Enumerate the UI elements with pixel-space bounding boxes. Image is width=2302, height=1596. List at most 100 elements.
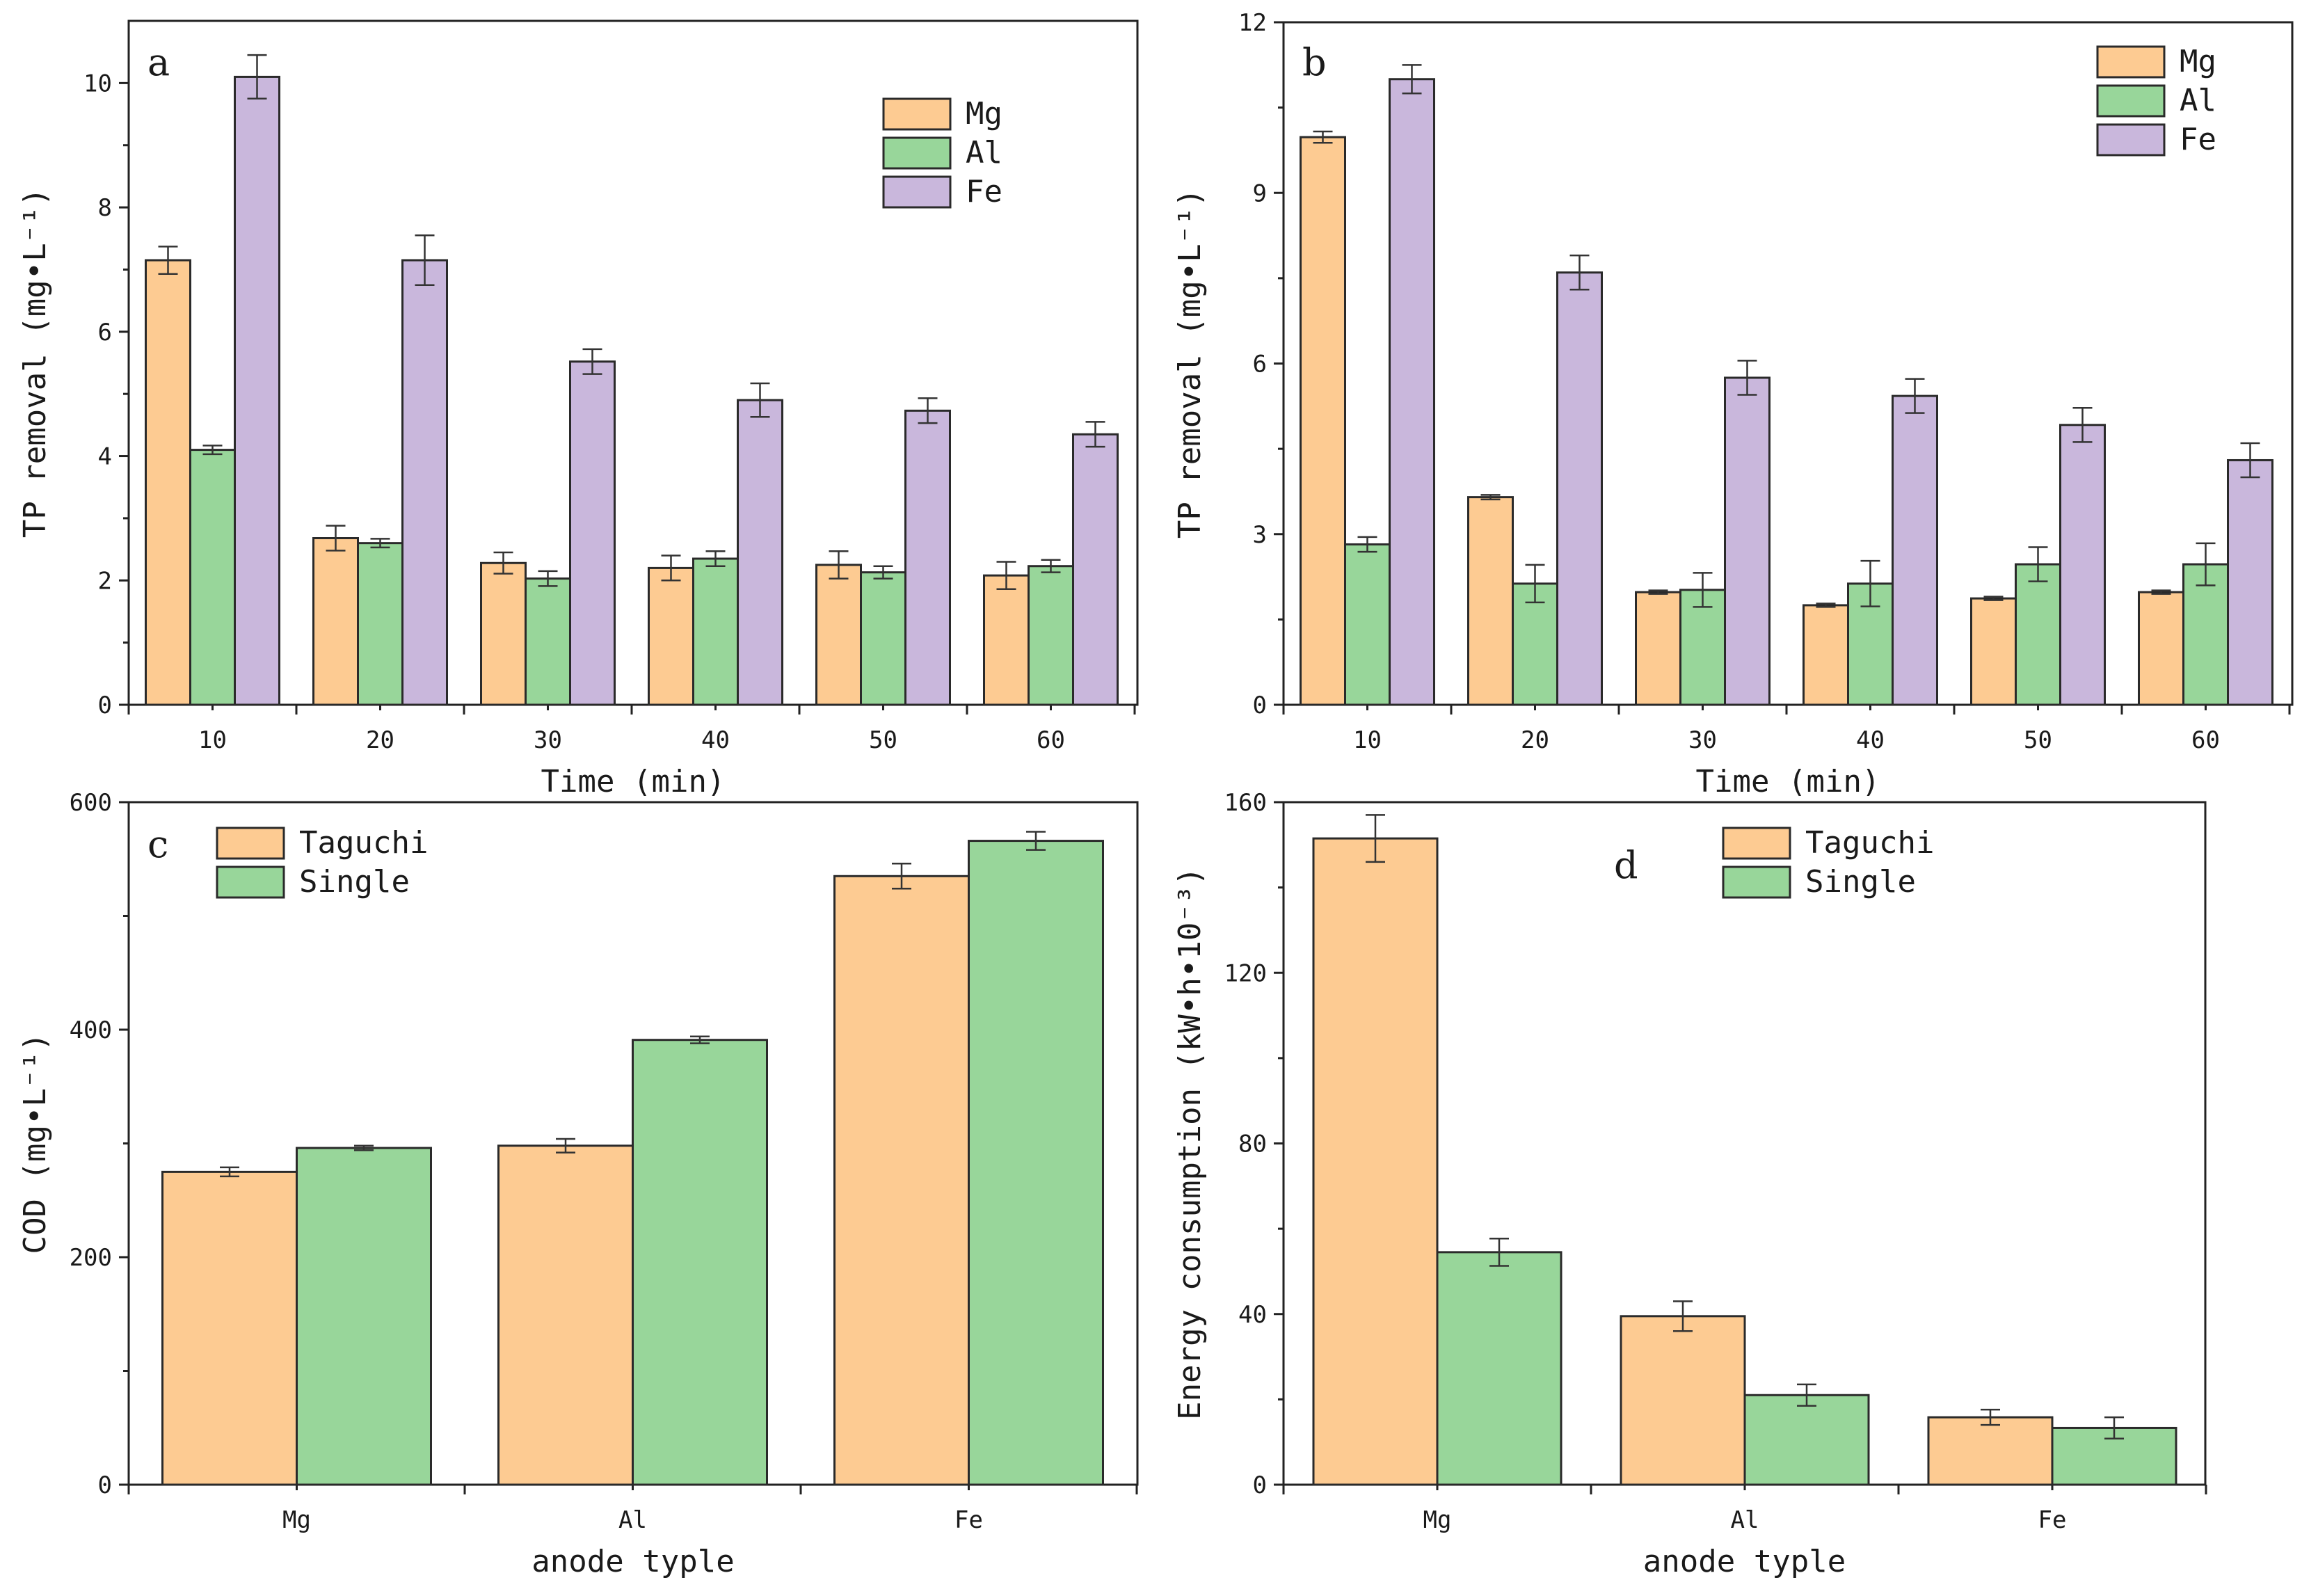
bar-al-10 <box>189 449 236 706</box>
x-tick-label: Fe <box>2038 1506 2067 1534</box>
legend-label-al: Al <box>966 135 1002 170</box>
legend-swatch-single <box>1722 865 1791 899</box>
x-tick-label: 10 <box>1353 726 1382 754</box>
legend-label-single: Single <box>1805 864 1916 900</box>
x-tick-label: 60 <box>1037 726 1065 754</box>
bar-fe-10 <box>234 75 280 706</box>
bar-fe-30 <box>1724 376 1771 706</box>
legend-swatch-al <box>2096 84 2166 118</box>
x-tick-label: 10 <box>198 726 227 754</box>
bar-single-Mg <box>1436 1251 1562 1486</box>
bar-fe-40 <box>1892 394 1938 706</box>
y-tick-label: 4 <box>98 443 112 471</box>
y-tick-label: 0 <box>1253 1471 1267 1499</box>
y-tick-label: 0 <box>98 1471 112 1499</box>
bar-taguchi-Al <box>497 1144 634 1486</box>
x-tick-label: 30 <box>534 726 562 754</box>
bar-al-60 <box>1028 565 1074 706</box>
y-tick-label: 160 <box>1224 789 1267 817</box>
y-tick-label: 10 <box>83 70 112 97</box>
chart-panel-b: 0 3 6 9 12 10 20 30 40 50 60 b Time (min) TP removal … <box>1172 9 2294 799</box>
bar-mg-10 <box>1300 136 1346 706</box>
bar-fe-30 <box>569 360 616 706</box>
bar-fe-50 <box>904 409 951 706</box>
legend-label-fe: Fe <box>966 174 1002 209</box>
legend-label-al: Al <box>2180 83 2216 118</box>
bar-single-Mg <box>296 1147 432 1486</box>
x-tick-label: 20 <box>1521 726 1549 754</box>
y-tick-label: 3 <box>1253 521 1267 549</box>
x-tick-label: Mg <box>1423 1506 1452 1534</box>
x-tick-label: Al <box>1731 1506 1759 1534</box>
bar-mg-30 <box>1635 591 1681 706</box>
x-tick-label: 20 <box>366 726 394 754</box>
legend-swatch-taguchi <box>1722 827 1791 860</box>
bar-al-60 <box>2182 563 2229 706</box>
chart-panel-c: 0 200 400 600 Mg Al Fe c anode typle COD (mg•L⁻¹)… <box>17 789 1139 1579</box>
bar-mg-40 <box>1803 604 1849 706</box>
chart-panel-a: 0 2 4 6 8 10 10 20 30 40 50 60 a Time (min) TP removal… <box>17 19 1139 799</box>
y-tick-label: 0 <box>98 692 112 719</box>
legend-swatch-mg <box>882 97 952 131</box>
bar-fe-20 <box>1556 271 1603 706</box>
legend-swatch-fe <box>882 175 952 209</box>
bar-fe-20 <box>401 259 448 706</box>
bar-taguchi-Al <box>1620 1315 1746 1486</box>
bar-al-50 <box>860 571 906 706</box>
legend-swatch-al <box>882 136 952 170</box>
plot-frame <box>127 19 1139 706</box>
bar-single-Al <box>1743 1394 1870 1486</box>
bar-mg-10 <box>145 259 191 706</box>
legend-swatch-mg <box>2096 45 2166 79</box>
y-axis-title: Energy consumption (kW•h•10⁻³) <box>1172 867 1208 1420</box>
panel-label: b <box>1302 40 1327 84</box>
bar-mg-20 <box>1467 496 1514 706</box>
panel-label: a <box>147 40 170 84</box>
bar-fe-40 <box>737 399 783 706</box>
bar-single-Al <box>632 1039 768 1486</box>
legend-label-taguchi: Taguchi <box>299 825 428 861</box>
y-tick-label: 6 <box>98 319 112 346</box>
y-tick-label: 9 <box>1253 179 1267 207</box>
y-tick-label: 0 <box>1253 692 1267 719</box>
legend: Mg Al Fe <box>2096 44 2216 157</box>
bar-mg-50 <box>815 564 862 706</box>
bar-taguchi-Mg <box>161 1170 298 1486</box>
y-tick-label: 12 <box>1238 9 1267 37</box>
y-tick-label: 8 <box>98 194 112 222</box>
y-tick-label: 80 <box>1238 1131 1267 1158</box>
y-tick-label: 40 <box>1238 1301 1267 1329</box>
bar-fe-60 <box>1072 433 1119 706</box>
x-tick-label: 30 <box>1688 726 1717 754</box>
bar-al-10 <box>1344 543 1391 706</box>
x-tick-label: Al <box>618 1506 647 1534</box>
x-axis-title: anode typle <box>531 1544 734 1579</box>
bar-mg-30 <box>480 561 527 706</box>
bar-mg-40 <box>648 566 694 706</box>
bar-al-30 <box>1679 589 1726 706</box>
x-axis-title: Time (min) <box>541 764 726 799</box>
bar-fe-50 <box>2059 424 2106 706</box>
legend-label-mg: Mg <box>966 96 1002 131</box>
legend-label-mg: Mg <box>2180 44 2216 79</box>
y-tick-label: 400 <box>70 1016 112 1044</box>
bar-al-50 <box>2015 563 2061 706</box>
y-axis-title: COD (mg•L⁻¹) <box>17 1033 53 1254</box>
bar-fe-10 <box>1389 78 1435 706</box>
bar-al-40 <box>692 557 739 706</box>
legend-swatch-fe <box>2096 123 2166 157</box>
bar-al-20 <box>357 542 403 706</box>
x-tick-label: 50 <box>2024 726 2052 754</box>
bar-taguchi-Mg <box>1312 837 1439 1486</box>
bar-mg-60 <box>2138 591 2184 706</box>
x-tick-label: 40 <box>1856 726 1885 754</box>
legend-swatch-single <box>216 865 285 899</box>
bar-taguchi-Fe <box>1927 1416 2054 1486</box>
bar-fe-60 <box>2227 458 2273 706</box>
x-axis-title: Time (min) <box>1696 764 1880 799</box>
legend-label-taguchi: Taguchi <box>1805 825 1934 861</box>
legend-label-single: Single <box>299 864 410 900</box>
